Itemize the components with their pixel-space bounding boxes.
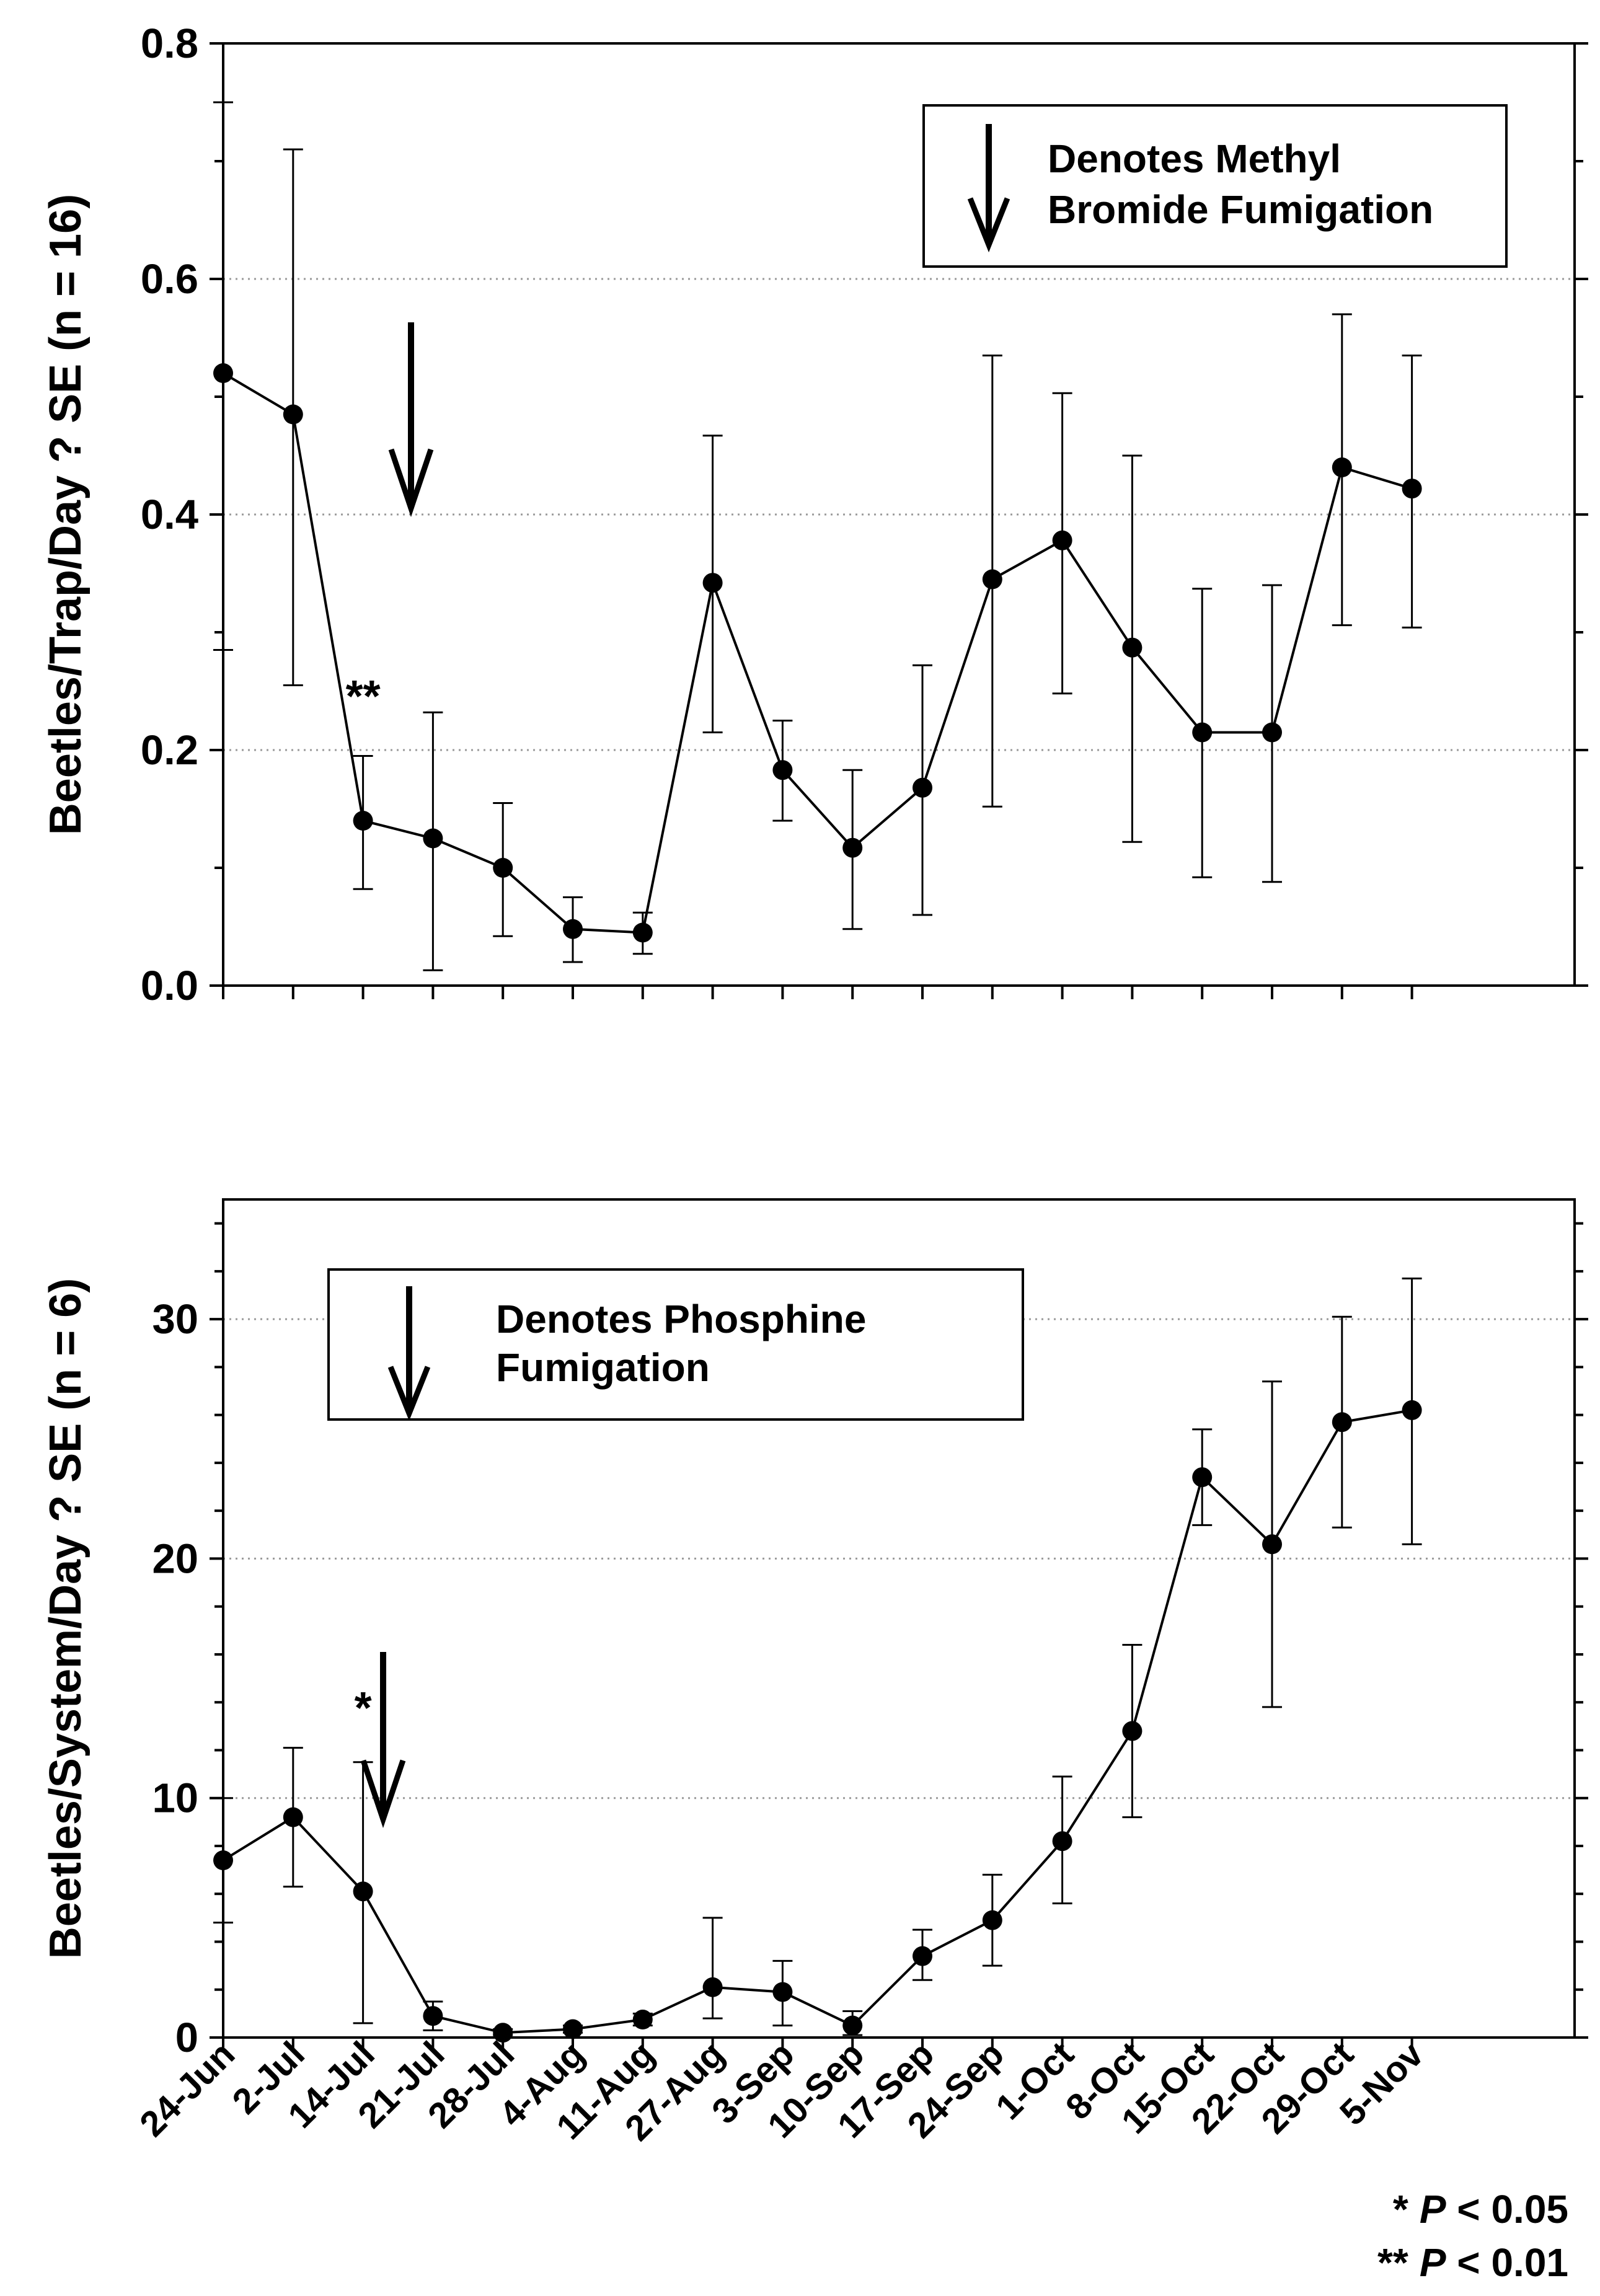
footnote-p005-rest: < 0.05	[1446, 2187, 1569, 2232]
y-tick-label: 30	[152, 1296, 198, 1343]
down-arrow-icon	[387, 1286, 431, 1421]
top-chart-panel: 0.0 0.2 0.4 0.6 0.8 Denotes Methyl Bromide F…	[41, 20, 1588, 1009]
data-point	[213, 363, 233, 383]
data-point	[913, 1946, 932, 1966]
top-y-axis-label: Beetles/Trap/Day ? SE (n = 16)	[41, 194, 91, 835]
bottom-chart-series	[213, 1277, 1422, 2043]
phosphine-fumigation-arrow-icon	[360, 1652, 406, 1829]
top-chart-gridlines	[223, 278, 1575, 751]
arrow-head	[388, 448, 434, 518]
bottom-legend-line-1: Denotes Phosphine	[496, 1297, 866, 1341]
data-point	[702, 573, 723, 593]
bottom-chart-frame	[222, 1198, 1576, 2039]
arrow-head	[387, 1366, 431, 1421]
data-point	[493, 2023, 513, 2043]
series-line	[222, 1408, 1412, 2034]
data-point	[1402, 479, 1422, 499]
data-point	[772, 1982, 793, 2002]
data-point	[982, 569, 1002, 589]
y-tick-label: 0.4	[141, 492, 198, 538]
top-chart-ticks: 0.0 0.2 0.4 0.6 0.8	[141, 20, 1588, 1009]
bottom-y-axis-label: Beetles/System/Day ? SE (n = 6)	[41, 1278, 91, 1959]
data-point	[913, 777, 932, 798]
data-point	[1122, 637, 1143, 658]
bottom-chart-legend: Denotes Phosphine Fumigation	[327, 1268, 1024, 1421]
arrow-head	[967, 197, 1010, 253]
data-point	[423, 2006, 443, 2026]
data-point	[702, 1977, 723, 1997]
data-point	[772, 760, 793, 780]
data-point	[1122, 1721, 1143, 1741]
top-legend-line-1: Denotes Methyl	[1048, 136, 1341, 181]
top-chart-series	[213, 101, 1422, 971]
series-line	[222, 372, 1413, 934]
x-tick-label: 1-Oct	[988, 2034, 1082, 2127]
data-point	[842, 837, 863, 858]
data-point	[1332, 457, 1352, 477]
data-point	[842, 2015, 863, 2036]
x-axis-tick-labels: 24-Jun2-Jul14-Jul21-Jul28-Jul4-Aug11-Aug…	[132, 2034, 1431, 2148]
y-tick-label: 10	[152, 1775, 198, 1822]
data-point	[632, 922, 653, 943]
footnote-p005: * P < 0.05	[1393, 2187, 1568, 2232]
top-legend-box	[922, 104, 1508, 268]
footnote-p001: ** P < 0.01	[1377, 2240, 1568, 2285]
bottom-significance-mark: *	[355, 1684, 372, 1733]
data-point	[1262, 722, 1282, 743]
y-tick-label: 20	[152, 1535, 198, 1582]
footnote-p005-p: P	[1420, 2187, 1446, 2232]
top-legend-line-2: Bromide Fumigation	[1048, 187, 1433, 232]
data-point	[1052, 530, 1072, 550]
arrow-head	[360, 1759, 406, 1829]
down-arrow-icon	[967, 124, 1010, 253]
data-point	[982, 1910, 1002, 1930]
data-point	[283, 1807, 303, 1827]
y-tick-label: 0.2	[141, 727, 198, 774]
bottom-legend-box	[327, 1268, 1024, 1421]
data-point	[563, 919, 583, 939]
y-tick-label: 0.8	[141, 20, 198, 67]
data-point	[353, 811, 373, 831]
footnote-p001-stars: **	[1377, 2240, 1408, 2285]
bottom-legend-line-2: Fumigation	[496, 1345, 710, 1390]
top-significance-mark: **	[346, 672, 381, 722]
data-point	[493, 858, 513, 878]
y-tick-label: 0	[175, 2015, 198, 2061]
y-tick-label: 0.0	[141, 963, 198, 1009]
data-point	[632, 2010, 653, 2030]
data-point	[1052, 1831, 1072, 1852]
top-chart-legend: Denotes Methyl Bromide Fumigation	[922, 104, 1508, 268]
data-point	[213, 1850, 233, 1871]
data-point	[563, 2019, 583, 2039]
data-point	[423, 828, 443, 849]
data-point	[1332, 1412, 1352, 1433]
footnote-p001-p: P	[1420, 2240, 1446, 2285]
data-point	[1192, 722, 1213, 743]
footnote-p001-rest: < 0.01	[1446, 2240, 1569, 2285]
data-point	[1402, 1400, 1422, 1420]
data-point	[1262, 1534, 1282, 1555]
significance-footnote: * P < 0.05 ** P < 0.01	[1377, 2187, 1568, 2285]
data-point	[353, 1881, 373, 1902]
y-tick-label: 0.6	[141, 256, 198, 302]
bottom-chart-panel: 0 10 20 30 Denotes Phosphine Fumigation * B…	[41, 1198, 1588, 2148]
data-point	[1192, 1467, 1213, 1488]
footnote-p005-stars: *	[1393, 2187, 1408, 2232]
bottom-chart-ticks: 0 10 20 30	[152, 1222, 1588, 2061]
data-point	[283, 404, 303, 425]
methyl-bromide-fumigation-arrow-icon	[388, 322, 434, 518]
